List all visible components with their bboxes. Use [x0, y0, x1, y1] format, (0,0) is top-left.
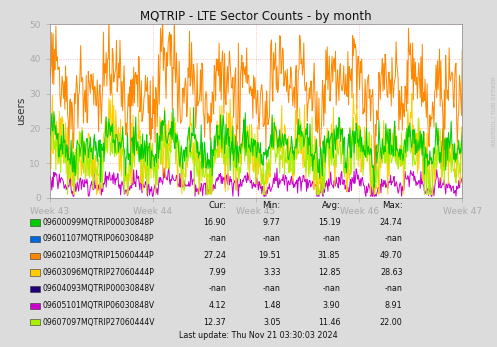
Text: 09600099MQTRIP00030848P: 09600099MQTRIP00030848P: [42, 218, 154, 227]
Text: 28.63: 28.63: [380, 268, 403, 277]
Text: 8.91: 8.91: [385, 301, 403, 310]
Text: 24.74: 24.74: [380, 218, 403, 227]
Text: -nan: -nan: [323, 284, 340, 293]
Text: 16.90: 16.90: [203, 218, 226, 227]
Text: 27.24: 27.24: [203, 251, 226, 260]
Text: 09605101MQTRIP06030848V: 09605101MQTRIP06030848V: [42, 301, 155, 310]
Text: 3.90: 3.90: [323, 301, 340, 310]
Text: 4.12: 4.12: [209, 301, 226, 310]
Text: Min:: Min:: [262, 201, 281, 210]
Text: 12.85: 12.85: [318, 268, 340, 277]
Text: 9.77: 9.77: [263, 218, 281, 227]
Text: -nan: -nan: [263, 284, 281, 293]
Text: 22.00: 22.00: [380, 318, 403, 327]
Text: 15.19: 15.19: [318, 218, 340, 227]
Title: MQTRIP - LTE Sector Counts - by month: MQTRIP - LTE Sector Counts - by month: [140, 10, 372, 23]
Text: -nan: -nan: [263, 234, 281, 243]
Text: 49.70: 49.70: [380, 251, 403, 260]
Text: 09604093MQTRIP00030848V: 09604093MQTRIP00030848V: [42, 284, 155, 293]
Text: -nan: -nan: [385, 284, 403, 293]
Text: 09607097MQTRIP27060444V: 09607097MQTRIP27060444V: [42, 318, 155, 327]
Text: Max:: Max:: [382, 201, 403, 210]
Text: 7.99: 7.99: [208, 268, 226, 277]
Text: 09602103MQTRIP15060444P: 09602103MQTRIP15060444P: [42, 251, 154, 260]
Text: 09603096MQTRIP27060444P: 09603096MQTRIP27060444P: [42, 268, 154, 277]
Text: 11.46: 11.46: [318, 318, 340, 327]
Text: RRDTOOL / TOBI OETIKER: RRDTOOL / TOBI OETIKER: [491, 76, 496, 146]
Text: -nan: -nan: [323, 234, 340, 243]
Text: 19.51: 19.51: [258, 251, 281, 260]
Text: Cur:: Cur:: [208, 201, 226, 210]
Text: 31.85: 31.85: [318, 251, 340, 260]
Y-axis label: users: users: [16, 97, 26, 125]
Text: 3.33: 3.33: [263, 268, 281, 277]
Text: -nan: -nan: [208, 234, 226, 243]
Text: 09601107MQTRIP06030848P: 09601107MQTRIP06030848P: [42, 234, 154, 243]
Text: 1.48: 1.48: [263, 301, 281, 310]
Text: -nan: -nan: [385, 234, 403, 243]
Text: -nan: -nan: [208, 284, 226, 293]
Text: 12.37: 12.37: [203, 318, 226, 327]
Text: 3.05: 3.05: [263, 318, 281, 327]
Text: Avg:: Avg:: [322, 201, 340, 210]
Text: Last update: Thu Nov 21 03:30:03 2024: Last update: Thu Nov 21 03:30:03 2024: [179, 331, 338, 340]
